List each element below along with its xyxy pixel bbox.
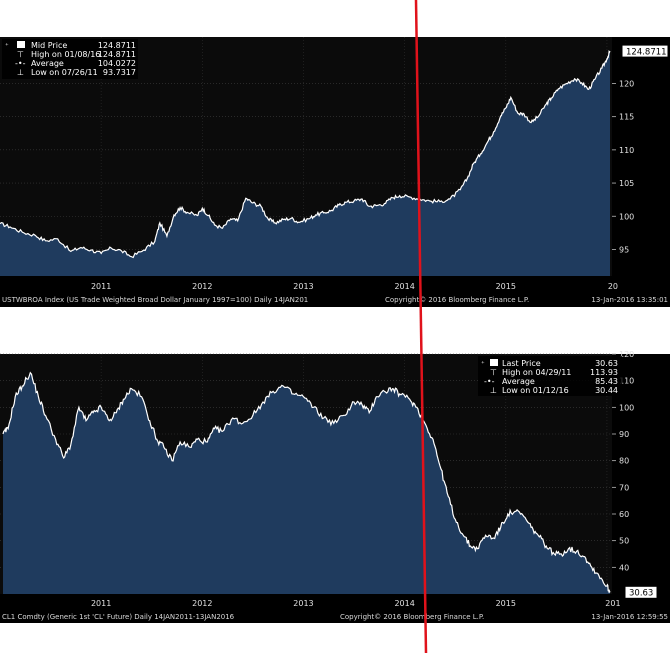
top-y-tick-label-2: 105	[619, 179, 634, 188]
bottom-y-ticks: 40 50 60 70 80 90 100 110 120	[612, 350, 634, 572]
top-legend-value-2: 104.0272	[98, 59, 136, 68]
bottom-legend-value-3: 30.44	[595, 386, 618, 395]
top-legend-label-2: Average	[31, 59, 64, 68]
top-legend-label-1: High on 01/08/16	[31, 50, 100, 59]
bottom-legend: ⁺ Last Price 30.63 ⊤ High on 04/29/11 11…	[478, 356, 622, 396]
top-y-tick-label-3: 110	[619, 146, 634, 155]
bottom-legend-low-icon: ⊥	[490, 386, 497, 395]
top-x-tick-label-1: 2012	[192, 282, 212, 291]
top-area-fill	[0, 51, 610, 276]
top-y-tick-label-0: 95	[619, 245, 629, 254]
top-gridlines	[0, 37, 612, 276]
top-legend-label-3: Low on 07/26/11	[31, 68, 98, 77]
top-legend-label-0: Mid Price	[31, 41, 67, 50]
bot-y-tick-label-7: 110	[619, 377, 634, 386]
top-legend-value-0: 124.8711	[98, 41, 136, 50]
top-legend-average-icon: -•-	[15, 59, 26, 68]
top-legend-high-icon: ⊤	[17, 50, 24, 59]
bot-x-tick-label-2: 2013	[293, 599, 313, 608]
bot-y-tick-label-3: 70	[619, 483, 629, 492]
bottom-legend-swatch-icon	[490, 359, 498, 366]
top-y-tick-label-5: 120	[619, 79, 634, 88]
top-legend-swatch-icon	[17, 41, 25, 48]
top-footer-date: 13-Jan-2016 13:35:01	[591, 296, 668, 304]
bottom-last-value-label: 30.63	[629, 589, 653, 599]
bottom-footer-date: 13-Jan-2016 12:59:55	[591, 613, 668, 621]
bottom-legend-average-icon: -•-	[484, 377, 495, 386]
top-legend-value-3: 93.7317	[103, 68, 136, 77]
bottom-footer-band	[0, 609, 670, 623]
red-marker-line	[414, 0, 428, 653]
bottom-legend-value-1: 113.93	[590, 368, 618, 377]
bottom-legend-label-2: Average	[502, 377, 535, 386]
bottom-legend-bullet-icon: ⁺	[481, 360, 485, 368]
top-last-value-box: 124.8711	[621, 44, 669, 58]
top-legend-bullet-icon: ⁺	[5, 42, 9, 50]
bottom-legend-value-0: 30.63	[595, 359, 618, 368]
bottom-legend-value-2: 85.43	[595, 377, 618, 386]
bottom-footer-copyright: Copyright© 2016 Bloomberg Finance L.P.	[340, 613, 484, 621]
top-x-tick-label-3: 2014	[394, 282, 414, 291]
top-legend: ⁺ Mid Price 124.8711 ⊤ High on 01/08/16 …	[2, 39, 138, 79]
bottom-footer-left: CL1 Comdty (Generic 1st 'CL' Future) Dai…	[2, 613, 235, 621]
bot-x-tick-label-0: 2011	[91, 599, 111, 608]
top-footer-band	[0, 292, 670, 307]
bot-y-tick-label-0: 40	[619, 563, 629, 572]
bottom-series-line	[2, 371, 611, 593]
top-y-tick-label-1: 100	[619, 212, 634, 221]
top-legend-value-1: 124.8711	[98, 50, 136, 59]
top-footer-left: USTWBROA Index (US Trade Weighted Broad …	[2, 296, 308, 304]
bottom-last-value-box: 30.63	[624, 585, 658, 599]
top-x-tick-label-4: 2015	[496, 282, 516, 291]
top-x-axis-band	[0, 276, 670, 292]
bot-y-tick-label-1: 50	[619, 537, 629, 546]
bot-x-tick-label-1: 2012	[192, 599, 212, 608]
bottom-legend-label-1: High on 04/29/11	[502, 368, 571, 377]
bot-y-tick-label-4: 80	[619, 457, 629, 466]
bot-y-tick-label-6: 100	[619, 403, 634, 412]
bot-x-tick-label-3: 2014	[394, 599, 414, 608]
top-x-tick-label-0: 2011	[91, 282, 111, 291]
top-legend-low-icon: ⊥	[17, 68, 24, 77]
top-y-tick-label-4: 115	[619, 113, 634, 122]
top-y-ticks: 95 100 105 110 115 120	[612, 79, 634, 254]
bot-y-tick-label-2: 60	[619, 510, 629, 519]
bottom-area-fill	[3, 372, 610, 594]
bottom-legend-label-3: Low on 01/12/16	[502, 386, 569, 395]
bottom-legend-label-0: Last Price	[502, 359, 541, 368]
top-last-value-bg	[621, 44, 669, 58]
bottom-x-axis-band	[0, 594, 670, 609]
bot-x-tick-label-5: 201	[605, 599, 620, 608]
top-footer-copyright: Copyright© 2016 Bloomberg Finance L.P.	[385, 296, 529, 304]
bot-y-tick-label-8: 120	[619, 350, 634, 359]
top-x-tick-label-5: 20	[608, 282, 618, 291]
bottom-x-ticks: 2011 2012 2013 2014 2015 201	[91, 599, 621, 608]
bottom-legend-high-icon: ⊤	[490, 368, 497, 377]
top-last-value-label: 124.8711	[626, 47, 667, 57]
top-axis-background	[612, 37, 670, 276]
bot-y-tick-label-5: 90	[619, 430, 629, 439]
bottom-last-value-bg	[624, 585, 658, 599]
top-series-line	[0, 49, 611, 259]
bot-x-tick-label-4: 2015	[496, 599, 516, 608]
bottom-legend-bg	[478, 356, 622, 396]
top-x-tick-label-2: 2013	[293, 282, 313, 291]
top-x-ticks: 2011 2012 2013 2014 2015 20	[91, 282, 618, 291]
